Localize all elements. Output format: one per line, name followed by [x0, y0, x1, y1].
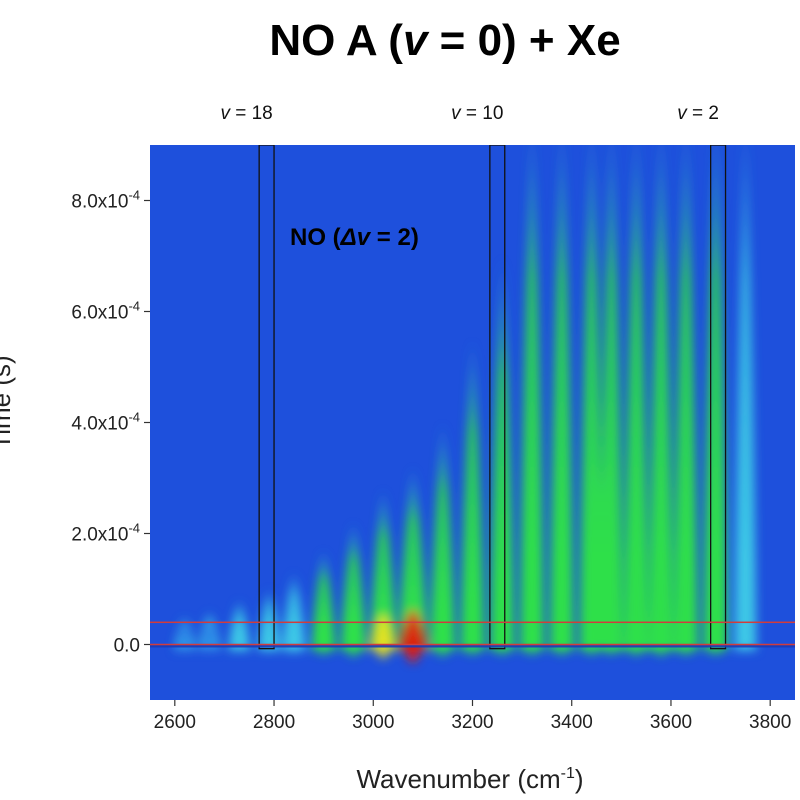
heatmap-peak	[673, 145, 698, 651]
heatmap-peak-core	[604, 618, 618, 655]
heatmap-peak	[369, 489, 397, 651]
heatmap-peak	[648, 145, 674, 651]
vibrational-window-1	[489, 145, 506, 650]
x-tick-label: 3800	[749, 712, 791, 733]
heatmap-peak-core	[525, 618, 539, 655]
highlight-band	[150, 621, 795, 646]
heatmap-peak	[311, 550, 336, 651]
vibrational-window-label: v = 18	[220, 103, 272, 124]
heatmap-peak-core	[584, 618, 599, 655]
y-tick-label: 8.0x10-4	[71, 188, 140, 213]
x-tick-label: 3600	[650, 712, 692, 733]
heatmap-peak-core	[233, 622, 246, 651]
heatmap-peak	[599, 145, 624, 651]
heatmap-peak	[430, 422, 456, 651]
heatmap-peak	[520, 145, 545, 651]
heatmap-peak	[579, 145, 604, 651]
heatmap-peak-core	[654, 617, 668, 656]
time-zero-line	[150, 644, 795, 648]
vibrational-window-0	[258, 145, 275, 650]
y-axis-label: Time (s)	[0, 355, 16, 449]
chart-title: NO A (v = 0) + Xe	[269, 16, 620, 65]
x-tick-label: 2800	[253, 712, 295, 733]
heatmap-peak	[623, 145, 649, 651]
heatmap-peak-core	[375, 614, 391, 659]
x-axis: 2600 2800 3000 3200 3400 3600 3800	[154, 700, 791, 733]
heatmap-peak-core	[179, 624, 191, 649]
y-tick-label: 4.0x10-4	[71, 410, 140, 435]
y-tick-label: 2.0x10-4	[71, 521, 140, 546]
annotation-label: NO (Δv = 2)	[290, 224, 419, 251]
x-tick-label: 3200	[451, 712, 493, 733]
heatmap-peak-core	[739, 622, 752, 651]
heatmap-peak	[460, 339, 485, 651]
heatmap-peak	[490, 256, 515, 651]
vibrational-window-label: v = 2	[677, 103, 719, 124]
heatmap-peak	[703, 145, 728, 651]
y-tick-label: 0.0	[114, 636, 140, 657]
heatmap-peak-core	[287, 620, 301, 653]
heatmap-peak-core	[679, 618, 693, 655]
heatmap-peak	[734, 145, 757, 651]
heatmap-peak	[549, 145, 574, 651]
heatmap-peak-core	[203, 624, 216, 649]
x-tick-label: 2600	[154, 712, 196, 733]
heatmap-peak-core	[465, 618, 480, 655]
heatmap-peak	[398, 466, 428, 651]
x-tick-label: 3000	[352, 712, 394, 733]
heatmap-plot-area	[150, 145, 795, 700]
heatmap-peak-core	[317, 618, 331, 655]
x-axis-label: Wavenumber (cm-1)	[356, 764, 583, 794]
heatmap-peak-core	[404, 610, 421, 663]
x-tick-label: 3400	[551, 712, 593, 733]
heatmap-peak-core	[629, 617, 643, 656]
vibrational-window-label: v = 10	[451, 103, 503, 124]
vibrational-window-2	[710, 145, 727, 650]
heatmap-peak-core	[555, 618, 569, 655]
y-tick-label: 6.0x10-4	[71, 299, 140, 324]
y-axis: 0.0 2.0x10-4 4.0x10-4 6.0x10-4 8.0x10-4	[71, 188, 150, 657]
heatmap-peak	[340, 522, 367, 651]
